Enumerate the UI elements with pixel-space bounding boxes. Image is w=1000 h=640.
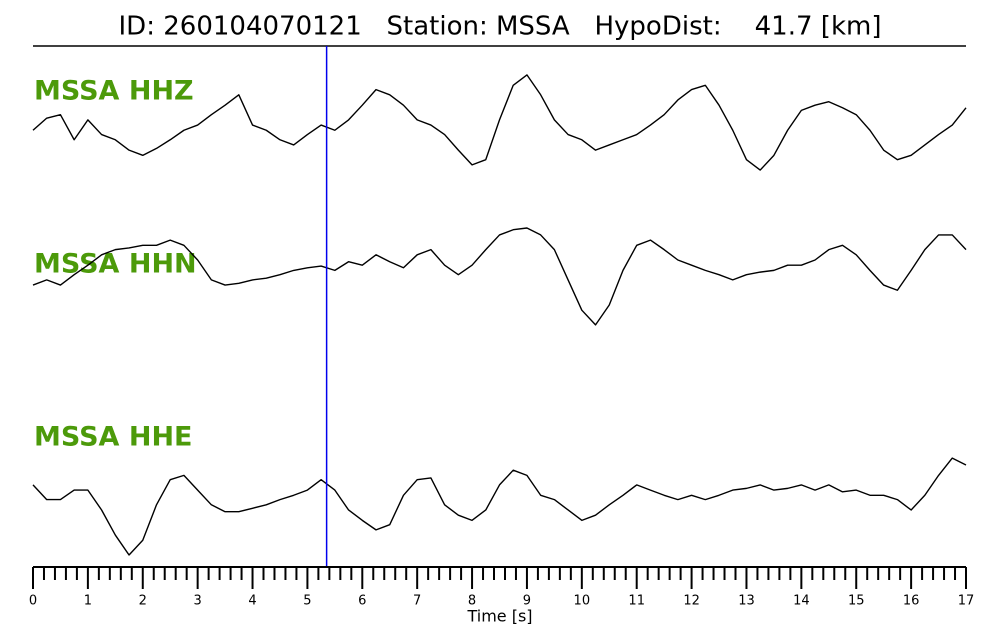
x-tick-label: 13	[738, 594, 755, 609]
x-tick-label: 12	[683, 594, 700, 609]
trace-line	[32, 227, 967, 326]
x-tick-label: 4	[248, 594, 256, 609]
chart-title: ID: 260104070121 Station: MSSA HypoDist:…	[119, 12, 882, 42]
x-tick-label: 7	[413, 594, 421, 609]
trace-label: MSSA HHZ	[34, 76, 194, 107]
trace-label: MSSA HHE	[34, 422, 192, 453]
x-tick-label: 14	[793, 594, 810, 609]
x-tick-label: 2	[139, 594, 147, 609]
x-tick-label: 1	[84, 594, 92, 609]
trace-line	[32, 74, 967, 171]
x-tick-label: 10	[574, 594, 591, 609]
x-tick-label: 15	[848, 594, 865, 609]
x-tick-label: 5	[303, 594, 311, 609]
x-tick-label: 6	[358, 594, 366, 609]
trace-line	[32, 457, 967, 556]
x-tick-label: 9	[523, 594, 531, 609]
x-tick-label: 17	[958, 594, 975, 609]
x-tick-label: 16	[903, 594, 920, 609]
x-tick-label: 3	[194, 594, 202, 609]
x-tick-label: 0	[29, 594, 37, 609]
trace-label: MSSA HHN	[34, 249, 197, 280]
x-tick-label: 11	[628, 594, 645, 609]
x-axis-label: Time [s]	[466, 607, 532, 626]
x-tick-label: 8	[468, 594, 476, 609]
